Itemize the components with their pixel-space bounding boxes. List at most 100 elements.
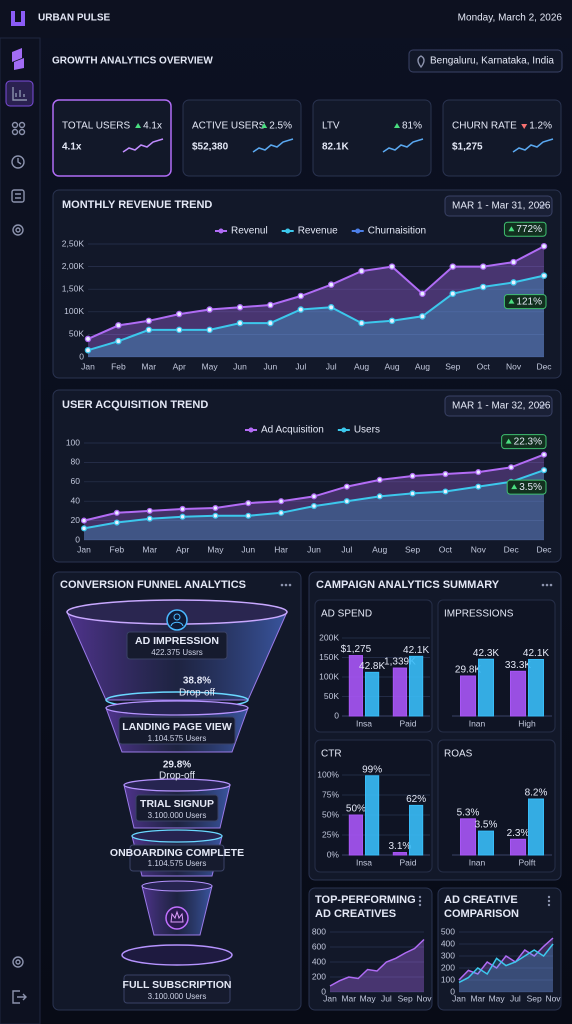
x-tick-label: Mar [341,993,356,1003]
kpi-value: $1,275 [452,142,483,153]
kpi-card [312,99,432,177]
x-tick-label: Oct [439,544,453,554]
y-tick-label: 0 [450,986,455,996]
nav-settings[interactable] [12,224,24,236]
x-tick-label: Jan [81,361,95,371]
data-point [175,326,183,334]
nav-logout[interactable] [12,990,27,1004]
stage-users: 3.100.000 Users [148,811,207,820]
x-tick-label: Jul [295,361,306,371]
nav-history[interactable] [11,155,25,169]
revenue-date-picker[interactable] [444,195,553,217]
data-point [358,267,365,275]
data-point [409,472,416,480]
data-point [115,322,122,329]
stage-users: 3.100.000 Users [148,992,207,1001]
campaign-menu[interactable] [541,583,553,587]
y-tick-label: 300 [441,950,455,960]
x-tick-label: High [518,718,536,728]
page-title: GROWTH ANALYTICS OVERVIEW [52,56,213,67]
bar [528,658,544,717]
sidebar [0,37,41,1024]
data-point [278,498,285,505]
x-tick-label: Inan [469,857,486,867]
kpi-value: 82.1K [322,142,349,153]
y-tick-label: 50% [322,809,339,819]
annotation-badge [506,479,547,495]
revenue-title: MONTHLY REVENUE TREND [62,199,212,211]
creative-comparison-menu[interactable] [547,895,551,907]
data-point [84,335,92,343]
x-tick-label: Jan [77,544,91,554]
creative-comparison-panel [437,887,562,1011]
y-tick-label: 50K [324,691,339,701]
legend-dot [248,427,254,433]
x-tick-label: Aug [415,361,430,371]
legend-label: Revenul [231,226,268,237]
nav-reports[interactable] [11,189,25,203]
data-point [113,519,120,526]
series-area [84,470,544,540]
bar-value-label: 42.3K [473,648,499,659]
campaign-chart-title: ROAS [444,749,473,760]
nav-grid[interactable] [11,121,26,136]
y-tick-label: 600 [312,941,326,951]
x-tick-label: Dec [504,544,520,554]
series-line [87,245,545,340]
nav-preferences[interactable] [12,956,24,968]
acquisition-title: USER ACQUISITION TREND [62,399,208,411]
campaign-chart-title: CTR [321,749,342,760]
data-point [449,290,457,297]
stage-users: 1.104.575 Users [148,859,207,868]
x-tick-label: Paid [399,857,416,867]
acquisition-date-picker[interactable] [444,395,553,417]
kpi-label: TOTAL USERS [62,121,130,132]
funnel-menu[interactable] [280,583,292,587]
stage-box [118,716,236,745]
top-bar [0,0,572,38]
x-tick-label: Apr [176,544,189,554]
stage-users: 422.375 Ussrs [151,648,203,657]
y-tick-label: 150K [319,652,339,662]
campaign-chart-title: IMPRESSIONS [444,609,514,620]
bar [528,798,544,856]
kpi-change: 1.2% [529,121,552,132]
data-point [297,292,305,300]
kpi-label: ACTIVE USERS [192,121,266,132]
series-line [458,943,554,984]
x-tick-label: Jul [326,361,337,371]
data-point [449,263,457,270]
legend-dot [341,427,347,433]
x-tick-label: Jul [381,993,392,1003]
data-point [145,317,153,325]
acquisition-panel [52,389,562,563]
data-point [343,483,350,490]
nav-home[interactable] [12,48,24,70]
y-tick-label: 20 [71,515,81,525]
bar-value-label: 29.8K [455,665,481,676]
location-pill[interactable] [408,49,563,73]
dropoff-value: 38.8% [183,676,211,687]
data-point [179,505,186,513]
stage-label: ONBOARDING COMPLETE [110,847,244,859]
x-tick-label: Sep [527,993,542,1003]
x-tick-label: Jan [452,993,466,1003]
x-tick-label: Aug [372,544,387,554]
data-point [236,304,244,311]
stage-label: FULL SUBSCRIPTION [123,979,232,991]
annotation-arrow [508,226,515,232]
x-tick-label: Nov [506,361,522,371]
x-tick-label: Nov [416,993,432,1003]
x-tick-label: Inan [469,718,486,728]
top-creatives-menu[interactable] [418,895,422,907]
bar [348,655,363,717]
y-tick-label: 75% [322,789,339,799]
annotation-arrow [505,438,512,444]
top-creatives-panel [308,887,433,1011]
kpi-label: CHURN RATE [452,121,517,132]
y-tick-label: 100 [441,974,455,984]
y-tick-label: 500 [441,926,455,936]
data-point [419,290,426,297]
kpi-direction [135,123,142,128]
x-tick-label: Nov [545,993,561,1003]
